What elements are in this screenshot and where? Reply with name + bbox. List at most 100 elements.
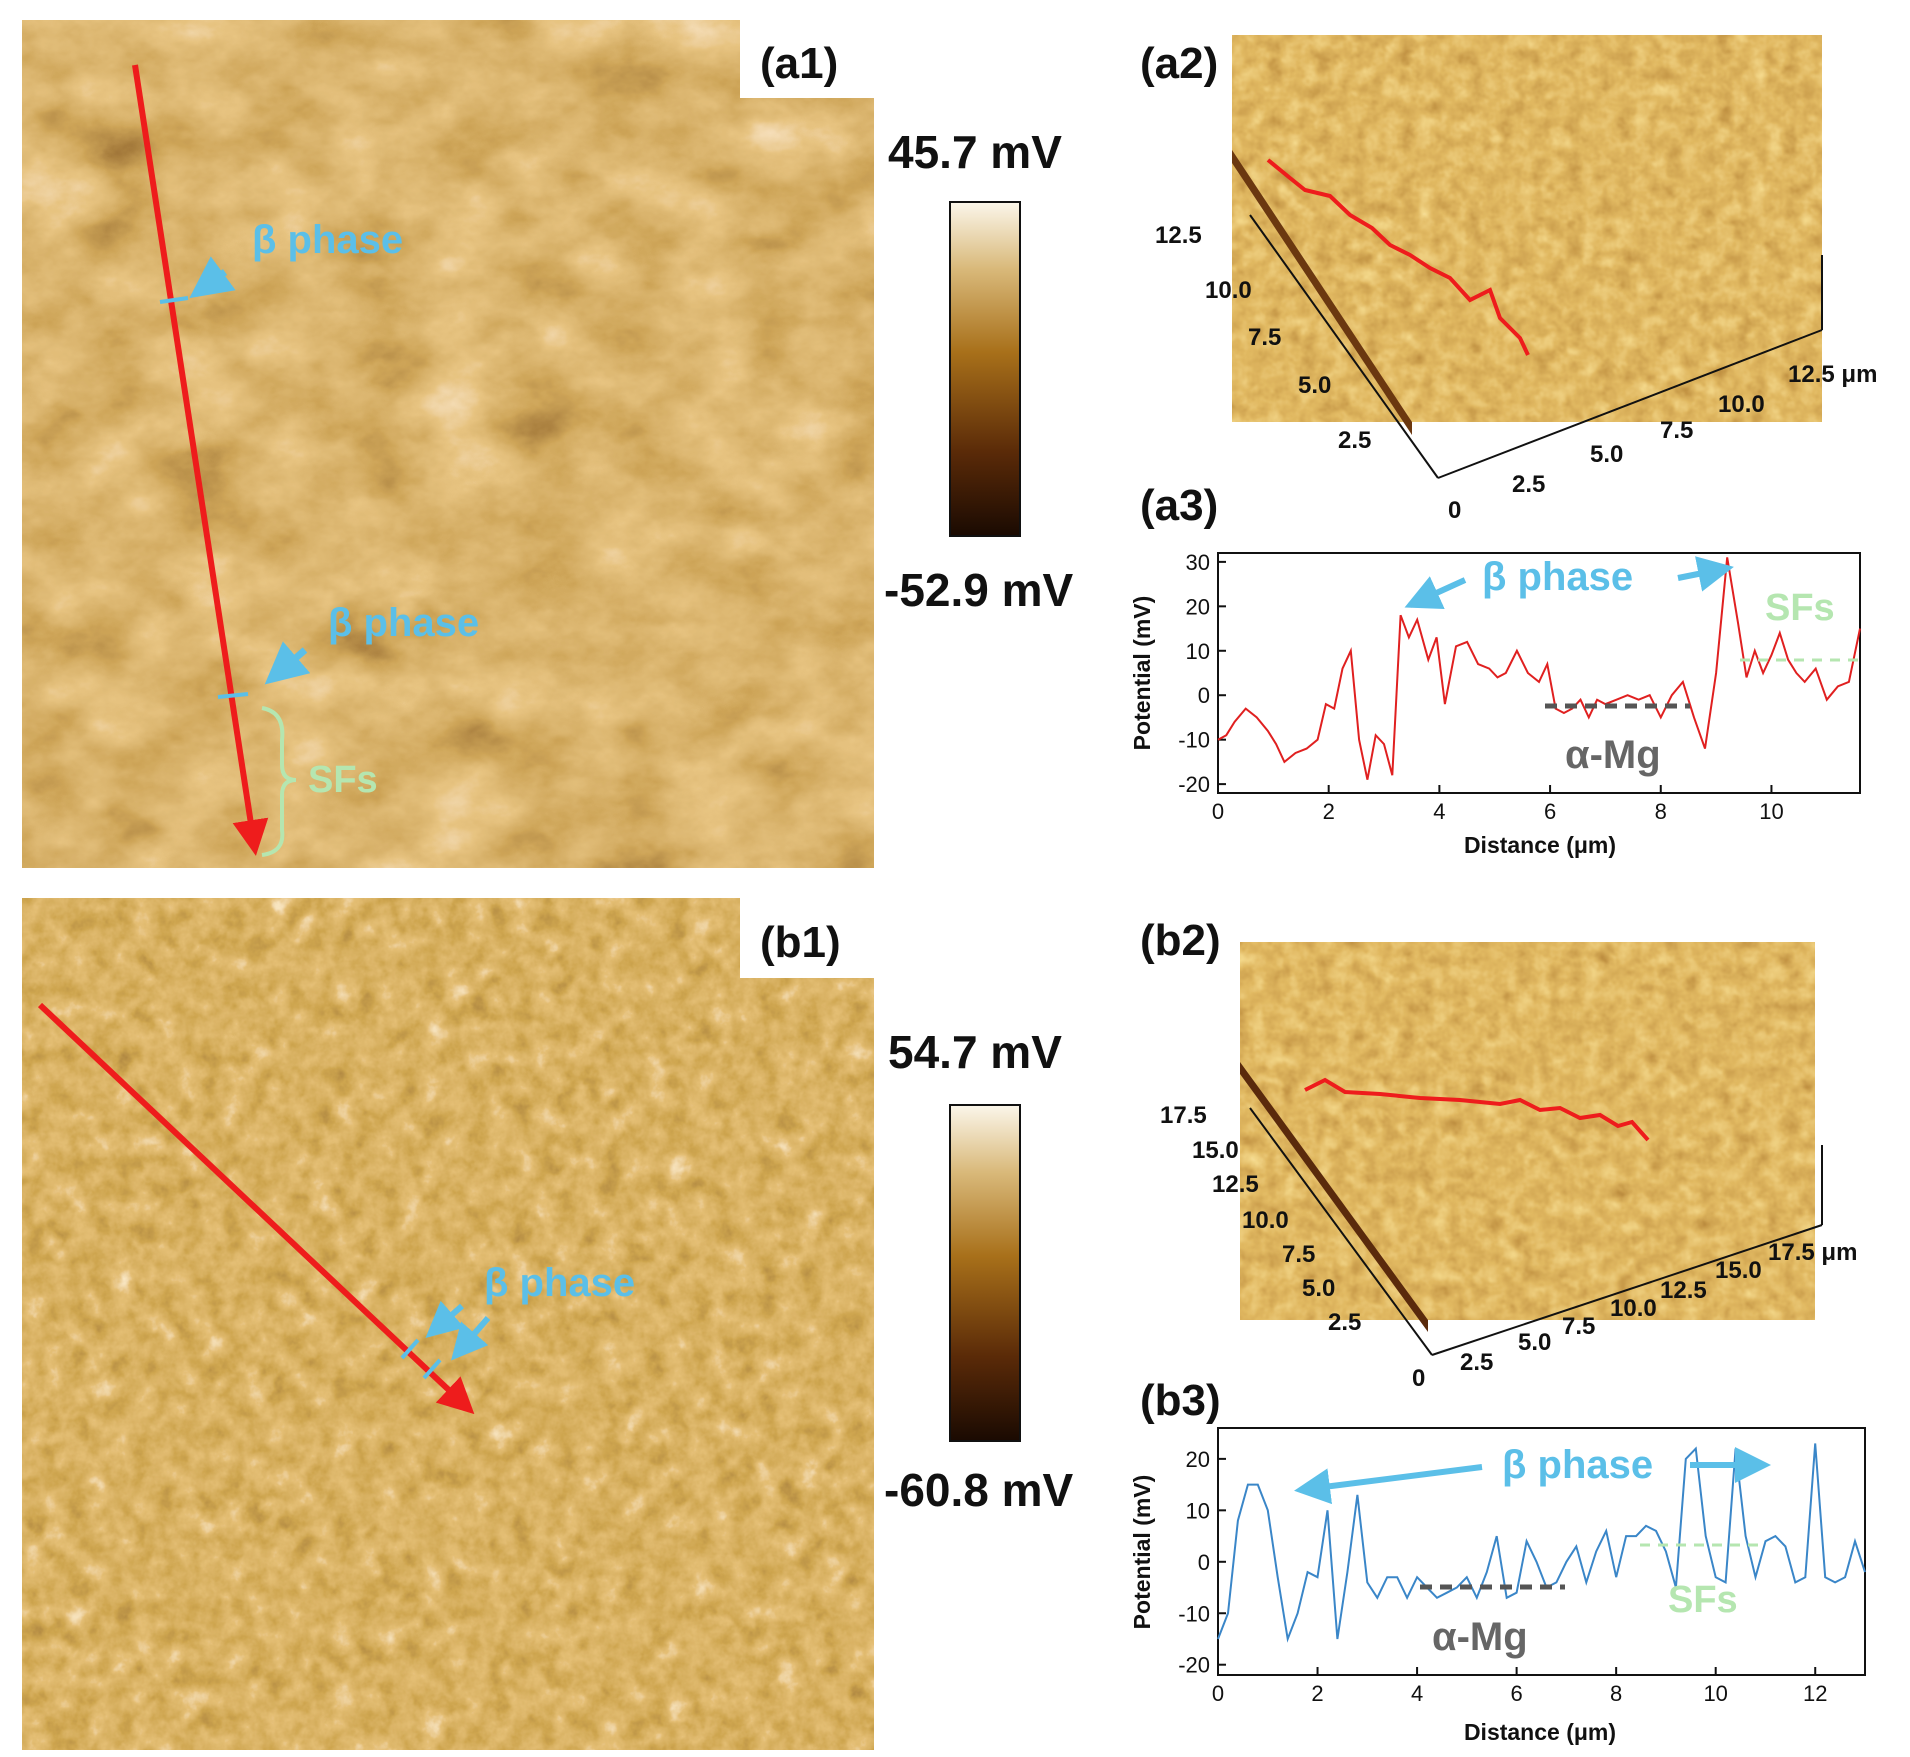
a2-tick: 7.5 bbox=[1660, 417, 1693, 444]
panel-label-a1: (a1) bbox=[760, 39, 838, 88]
colorbar-b-min: -60.8 mV bbox=[884, 1464, 1074, 1516]
surface-a2: (a2) 12.5 10.0 7.5 5.0 2.5 0 2.5 5.0 7.5… bbox=[1140, 35, 1877, 524]
beta-arrow-b3-left bbox=[1294, 1464, 1483, 1505]
beta-arrow-a1-2 bbox=[264, 641, 311, 685]
x-tick-label: 2 bbox=[1311, 1681, 1323, 1706]
b2-tick: 15.0 bbox=[1715, 1257, 1762, 1284]
map-a1: (a1) β phase β phase SFs bbox=[22, 20, 874, 868]
beta-mark-b1-2 bbox=[422, 1358, 442, 1380]
b2-tick: 2.5 bbox=[1460, 1349, 1493, 1376]
b2-tick: 7.5 bbox=[1562, 1313, 1595, 1340]
sfs-label-a3: SFs bbox=[1765, 587, 1835, 629]
colorbar-b: 54.7 mV -60.8 mV bbox=[884, 1026, 1074, 1516]
a2-tick: 0 bbox=[1448, 497, 1461, 524]
beta-label-a1-1: β phase bbox=[252, 218, 403, 262]
chart-b3-ylabel: Potential (mV) bbox=[1129, 1475, 1155, 1630]
beta-label-b1: β phase bbox=[484, 1261, 635, 1305]
alpha-label-b3: α-Mg bbox=[1432, 1615, 1528, 1659]
beta-label-a1-2: β phase bbox=[328, 601, 479, 645]
colorbar-a: 45.7 mV -52.9 mV bbox=[884, 126, 1074, 616]
chart-b3-xlabel: Distance (μm) bbox=[1464, 1719, 1616, 1745]
y-tick-label: 20 bbox=[1186, 594, 1210, 619]
b2-tick: 12.5 bbox=[1660, 1277, 1707, 1304]
x-tick-label: 6 bbox=[1510, 1681, 1522, 1706]
map-b1: (b1) β phase bbox=[22, 898, 874, 1750]
b2-tick: 10.0 bbox=[1610, 1295, 1657, 1322]
a2-tick: 5.0 bbox=[1298, 372, 1331, 399]
beta-arrow-a3-right bbox=[1677, 556, 1734, 592]
a2-tick: 10.0 bbox=[1205, 277, 1252, 304]
y-tick-label: 20 bbox=[1186, 1447, 1210, 1472]
sfs-label-b3: SFs bbox=[1668, 1579, 1738, 1621]
chart-a3-xlabel: Distance (μm) bbox=[1464, 832, 1616, 858]
scan-line-arrow-b1 bbox=[37, 1002, 475, 1415]
chart-a3-series bbox=[1217, 557, 1861, 780]
sfs-label-a1: SFs bbox=[308, 759, 378, 801]
b2-tick: 12.5 bbox=[1212, 1171, 1259, 1198]
b2-tick: 10.0 bbox=[1242, 1207, 1289, 1234]
x-tick-label: 0 bbox=[1212, 799, 1224, 824]
alpha-label-a3: α-Mg bbox=[1565, 733, 1661, 777]
surface-b2: (b2) 17.5 15.0 12.5 10.0 7.5 5.0 2.5 0 2… bbox=[1140, 916, 1857, 1392]
beta-mark-b1-1 bbox=[400, 1338, 420, 1360]
a2-tick: 10.0 bbox=[1718, 391, 1765, 418]
panel-label-b3: (b3) bbox=[1140, 1376, 1221, 1425]
a2-tick: 2.5 bbox=[1512, 471, 1545, 498]
chart-a3-ylabel: Potential (mV) bbox=[1129, 596, 1155, 751]
b2-tick: 5.0 bbox=[1302, 1275, 1335, 1302]
x-tick-label: 12 bbox=[1803, 1681, 1827, 1706]
chart-b3-series bbox=[1217, 1443, 1866, 1643]
y-tick-label: 0 bbox=[1198, 683, 1210, 708]
colorbar-a-max: 45.7 mV bbox=[888, 126, 1062, 178]
chart-b3: (b3) 0 2 4 6 8 10 12 -20 -10 0 10 20 β phase SFs α-… bbox=[1129, 1376, 1866, 1745]
x-tick-label: 10 bbox=[1759, 799, 1783, 824]
profile-line-b2 bbox=[1304, 1077, 1650, 1142]
panel-label-b1: (b1) bbox=[760, 918, 841, 967]
colorbar-a-min: -52.9 mV bbox=[884, 564, 1074, 616]
x-tick-label: 2 bbox=[1323, 799, 1335, 824]
a2-tick: 2.5 bbox=[1338, 427, 1371, 454]
x-tick-label: 0 bbox=[1212, 1681, 1224, 1706]
panel-label-a2: (a2) bbox=[1140, 39, 1218, 88]
y-tick-label: 0 bbox=[1198, 1550, 1210, 1575]
x-tick-label: 4 bbox=[1411, 1681, 1423, 1706]
beta-label-a3: β phase bbox=[1482, 555, 1633, 599]
y-tick-label: 10 bbox=[1186, 639, 1210, 664]
x-tick-label: 4 bbox=[1433, 799, 1445, 824]
y-tick-label: 10 bbox=[1186, 1498, 1210, 1523]
beta-arrow-a1-1 bbox=[189, 256, 236, 299]
beta-arrow-a3-left bbox=[1404, 576, 1467, 609]
colorbar-b-max: 54.7 mV bbox=[888, 1026, 1062, 1078]
y-tick-label: -10 bbox=[1178, 728, 1210, 753]
x-tick-label: 10 bbox=[1703, 1681, 1727, 1706]
b2-tick: 17.5 μm bbox=[1768, 1239, 1857, 1266]
panel-label-b2: (b2) bbox=[1140, 916, 1221, 965]
b2-tick: 15.0 bbox=[1192, 1137, 1239, 1164]
beta-label-b3: β phase bbox=[1502, 1443, 1653, 1487]
x-tick-label: 8 bbox=[1610, 1681, 1622, 1706]
beta-mark-a1-1 bbox=[159, 296, 189, 304]
y-tick-label: 30 bbox=[1186, 550, 1210, 575]
chart-a3-frame bbox=[1217, 552, 1861, 794]
chart-a3: (a3) 0 2 4 6 8 10 -20 -10 0 10 20 30 β phase SFs α-… bbox=[1129, 481, 1861, 858]
b2-tick: 2.5 bbox=[1328, 1309, 1361, 1336]
y-tick-label: -10 bbox=[1178, 1601, 1210, 1626]
y-tick-label: -20 bbox=[1178, 1653, 1210, 1678]
profile-line-a2 bbox=[1266, 158, 1530, 356]
b2-tick: 0 bbox=[1412, 1365, 1425, 1392]
b2-tick: 17.5 bbox=[1160, 1102, 1207, 1129]
beta-arrow-b1-1 bbox=[425, 1300, 465, 1338]
y-tick-label: -20 bbox=[1178, 772, 1210, 797]
a2-tick: 5.0 bbox=[1590, 441, 1623, 468]
b2-tick: 5.0 bbox=[1518, 1329, 1551, 1356]
beta-arrow-b1-2 bbox=[451, 1316, 491, 1361]
panel-label-a3: (a3) bbox=[1140, 481, 1218, 530]
a2-tick: 12.5 bbox=[1155, 222, 1202, 249]
a2-tick: 12.5 μm bbox=[1788, 361, 1877, 388]
sfs-brace-a1 bbox=[261, 706, 297, 857]
scan-line-arrow-a1 bbox=[132, 64, 269, 856]
beta-mark-a1-2 bbox=[217, 692, 249, 699]
a2-tick: 7.5 bbox=[1248, 324, 1281, 351]
b2-tick: 7.5 bbox=[1282, 1241, 1315, 1268]
